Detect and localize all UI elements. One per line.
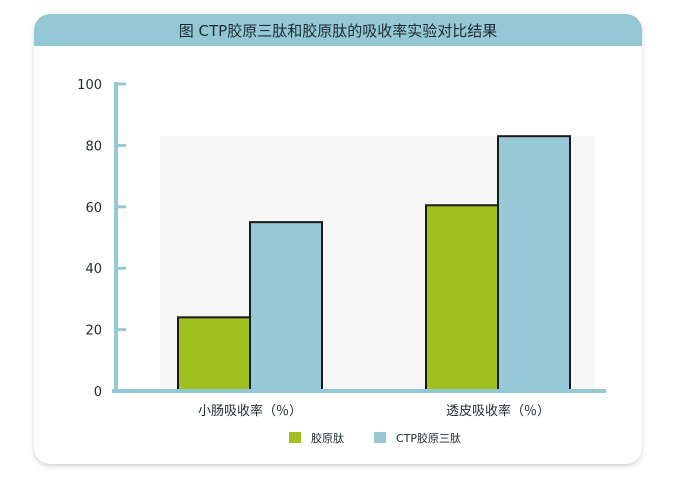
- y-tick-label: 40: [85, 262, 102, 277]
- bar-peptide-2: [425, 204, 499, 392]
- y-tick-label: 100: [77, 78, 102, 93]
- legend-label: 胶原肽: [311, 431, 344, 445]
- y-tick-label: 20: [85, 324, 102, 339]
- legend-swatch: [374, 432, 386, 443]
- chart-title: 图 CTP胶原三肽和胶原肽的吸收率实验对比结果: [178, 21, 498, 40]
- y-tick-label: 0: [94, 385, 102, 400]
- bar-ctp-1: [249, 221, 323, 392]
- title-bar: 图 CTP胶原三肽和胶原肽的吸收率实验对比结果: [34, 14, 642, 46]
- legend-swatch: [289, 432, 301, 443]
- category-label: 小肠吸收率（％）: [198, 403, 302, 419]
- y-tick-label: 80: [85, 139, 102, 154]
- y-tick-label: 60: [85, 201, 102, 216]
- category-label: 透皮吸收率（％）: [446, 403, 550, 419]
- legend-label: CTP胶原三肽: [396, 431, 461, 445]
- bar-peptide-1: [177, 316, 251, 393]
- bar-ctp-2: [497, 135, 571, 392]
